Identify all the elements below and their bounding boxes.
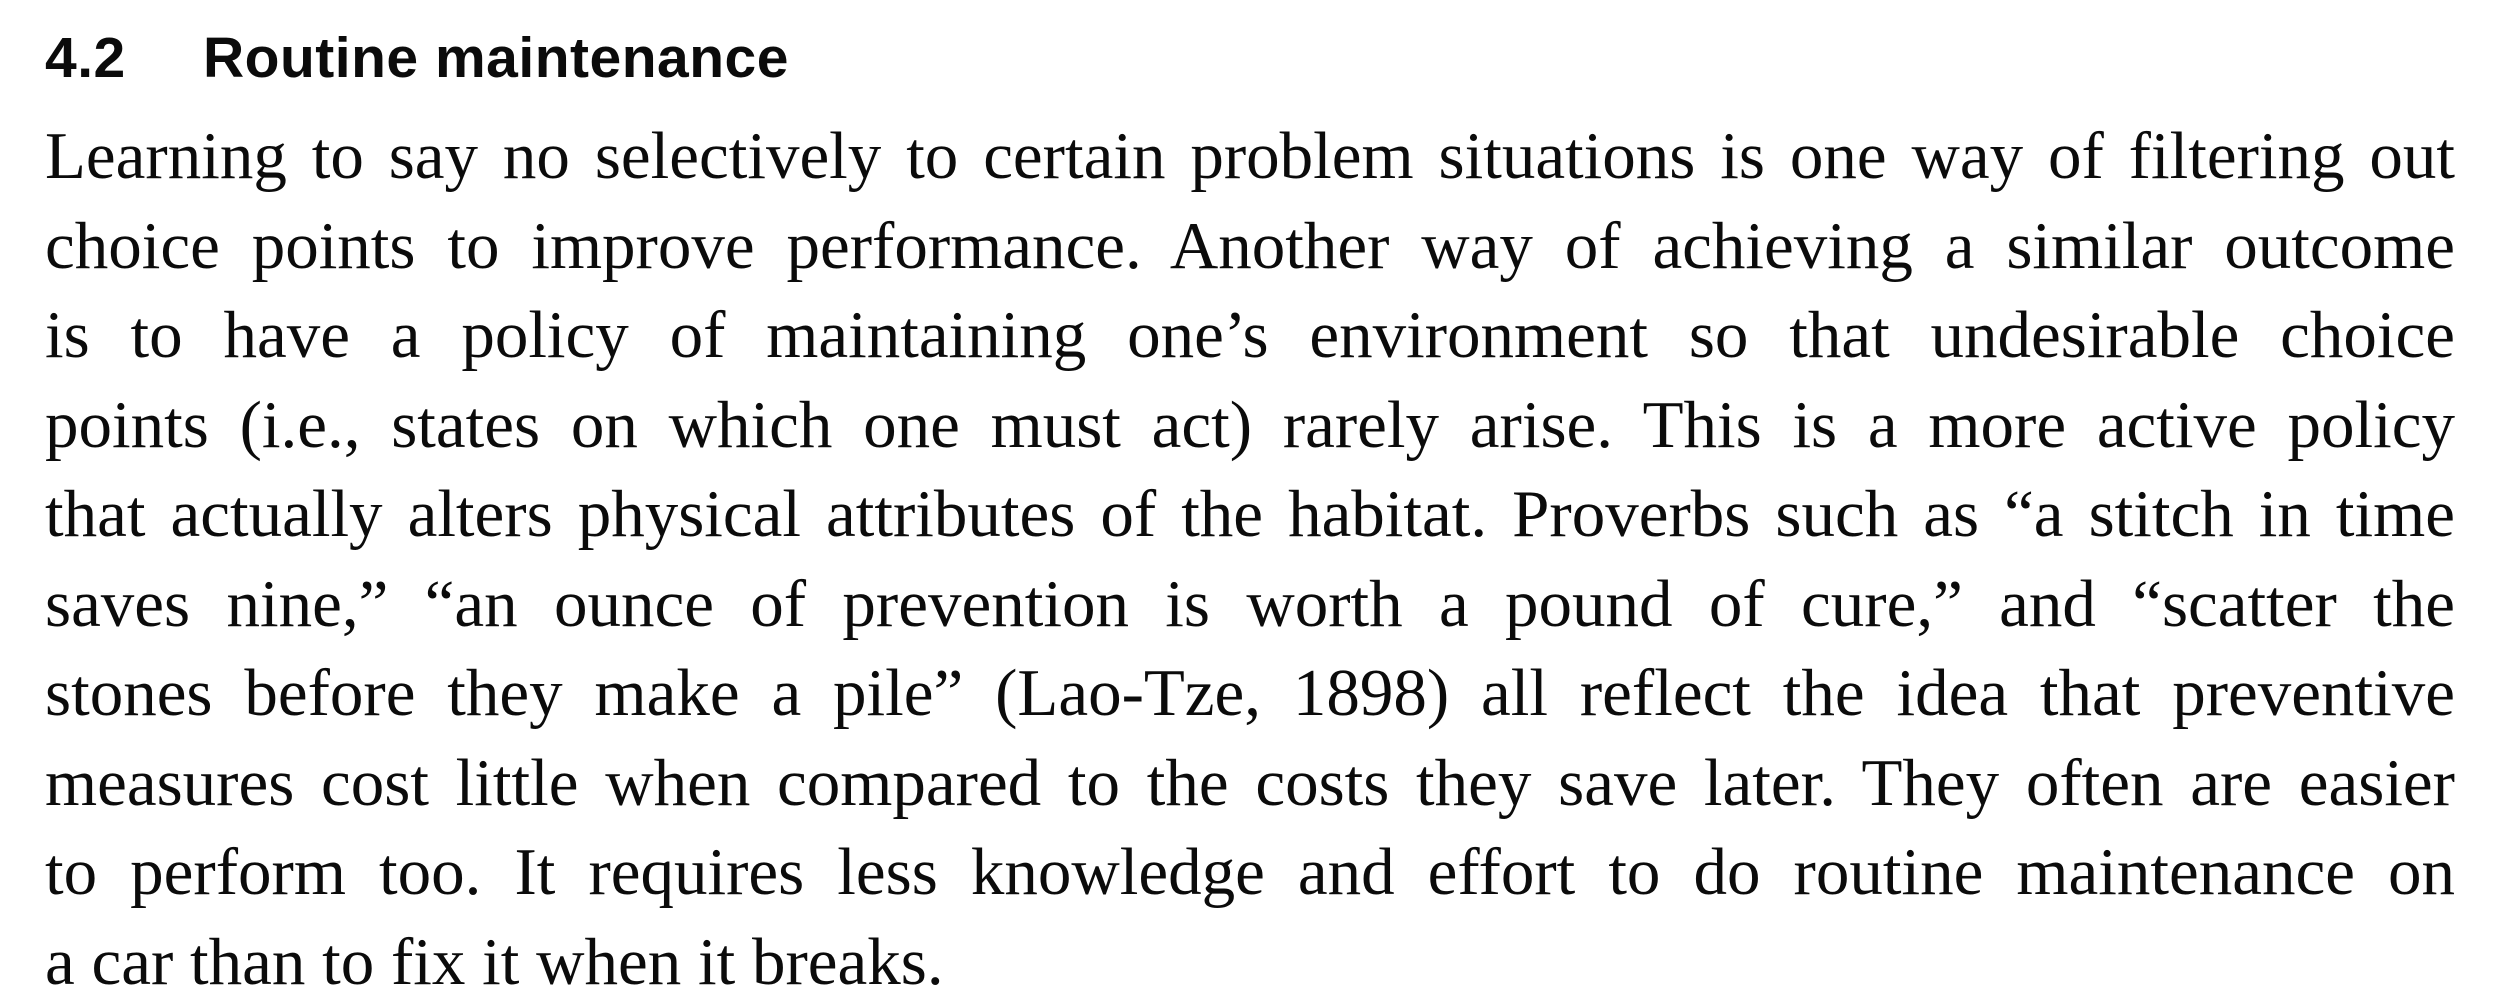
section-title: Routine maintenance	[203, 26, 789, 90]
paragraph-line: to perform too. It requires less knowled…	[45, 828, 2455, 918]
paragraph-line: a car than to fix it when it breaks.	[45, 918, 2455, 1007]
paragraph-line: Learning to say no selectively to certai…	[45, 112, 2455, 202]
paragraph-line: saves nine,” “an ounce of prevention is …	[45, 560, 2455, 650]
paragraph-line: measures cost little when compared to th…	[45, 739, 2455, 829]
paragraph-line: choice points to improve performance. An…	[45, 202, 2455, 292]
paragraph-line: stones before they make a pile” (Lao-Tze…	[45, 649, 2455, 739]
section-number: 4.2	[45, 22, 203, 94]
paragraph-line: that actually alters physical attributes…	[45, 470, 2455, 560]
body-paragraph: Learning to say no selectively to certai…	[45, 112, 2455, 1007]
paragraph-line: is to have a policy of maintaining one’s…	[45, 291, 2455, 381]
paragraph-line: points (i.e., states on which one must a…	[45, 381, 2455, 471]
